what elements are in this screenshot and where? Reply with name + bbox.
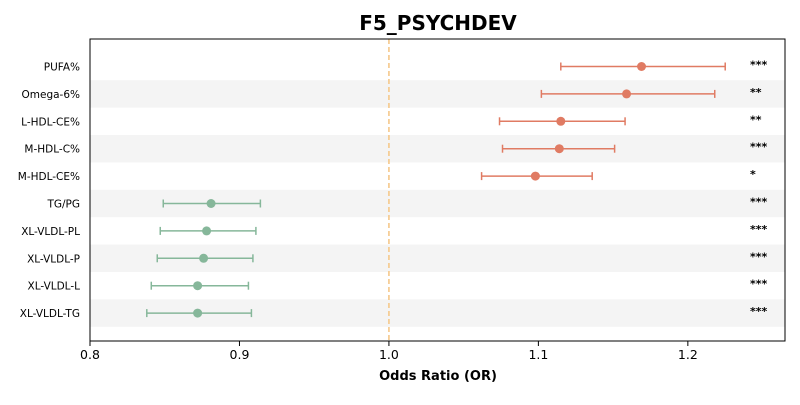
forest-row: XL-VLDL-TG *** [20,305,768,320]
forest-row: TG/PG *** [46,196,767,211]
significance-label: ** [750,113,762,126]
significance-label: *** [750,250,768,263]
significance-label: *** [750,278,768,291]
significance-label: *** [750,305,768,318]
forest-row: XL-VLDL-L *** [28,278,768,293]
forest-row: L-HDL-CE% ** [21,113,762,128]
forest-row: M-HDL-C% *** [24,141,767,156]
or-point [637,62,647,71]
forest-row: M-HDL-CE% * [18,168,756,183]
row-label: XL-VLDL-TG [20,308,80,320]
or-point [199,253,209,263]
row-label: XL-VLDL-L [28,281,81,293]
forest-row: PUFA% *** [44,59,768,74]
row-label: Omega-6% [22,89,81,101]
x-tick-label: 1.0 [379,347,399,362]
row-label: TG/PG [46,199,80,211]
x-tick-label: 0.9 [230,347,250,362]
or-point [554,144,564,154]
significance-label: *** [750,223,768,236]
forest-row: XL-VLDL-PL *** [21,223,767,238]
row-label: M-HDL-C% [24,144,80,156]
forest-row: XL-VLDL-P *** [27,250,767,265]
x-tick-label: 0.8 [80,347,100,362]
row-label: L-HDL-CE% [21,116,80,128]
row-label: PUFA% [44,62,80,74]
row-label: M-HDL-CE% [18,171,80,183]
significance-label: *** [750,141,768,154]
x-tick-label: 1.2 [678,347,698,362]
x-tick-label: 1.1 [528,347,548,362]
or-point [206,199,216,208]
significance-label: ** [750,86,762,99]
x-axis: 0.8 0.9 1.0 1.1 1.2 [80,341,698,362]
row-label: XL-VLDL-PL [21,226,80,238]
or-point [193,308,203,318]
chart-title: F5_PSYCHDEV [359,11,517,35]
row-band [90,135,785,163]
or-point [530,171,540,181]
or-point [556,116,566,126]
significance-label: *** [750,59,768,72]
or-point [202,226,212,236]
or-point [622,89,632,99]
forest-row: Omega-6% ** [22,86,762,101]
or-point [193,281,203,291]
plot-frame [89,38,786,342]
significance-label: *** [750,196,768,209]
row-label: XL-VLDL-P [27,253,80,265]
x-axis-label: Odds Ratio (OR) [379,369,497,384]
data-rows: PUFA% ***Omega-6% **L-HDL-CE% **M-HDL-C% ***… [18,59,768,321]
significance-label: * [750,168,756,181]
